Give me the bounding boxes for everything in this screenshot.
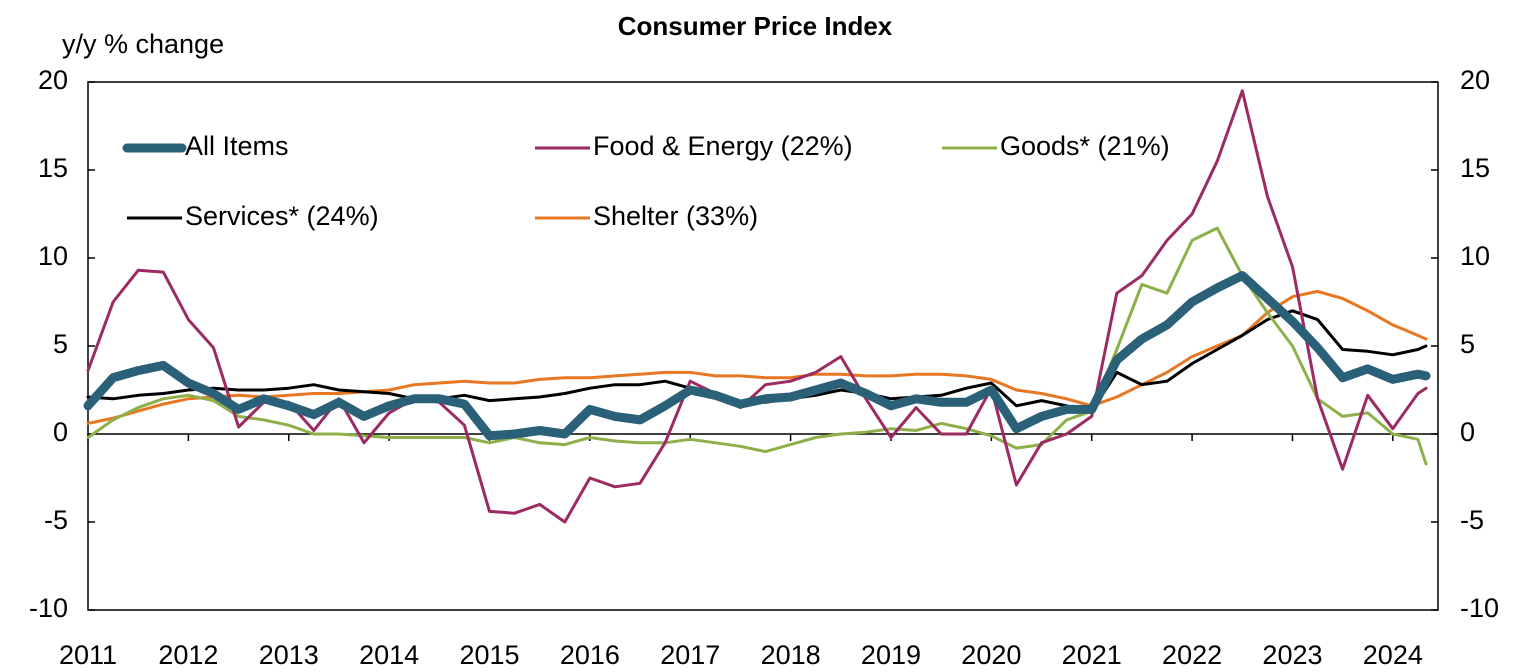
y-tick-label: 0: [53, 417, 68, 447]
legend-label: Goods* (21%): [1000, 131, 1170, 161]
y-tick-label: 5: [53, 329, 68, 359]
series-line: [83, 271, 1431, 441]
y2-tick-label: 5: [1460, 329, 1475, 359]
legend-label: All Items: [185, 131, 289, 161]
y-tick-label: 20: [38, 65, 68, 95]
x-tick-label: 2015: [459, 640, 519, 670]
y2-tick-label: 0: [1460, 417, 1475, 447]
y2-tick-label: 15: [1460, 153, 1490, 183]
x-tick-label: 2013: [259, 640, 319, 670]
x-tick-label: 2023: [1262, 640, 1322, 670]
y-tick-label: -5: [44, 505, 68, 535]
y-tick-label: -10: [29, 593, 68, 623]
chart-title: Consumer Price Index: [618, 11, 893, 41]
x-tick-label: 2012: [158, 640, 218, 670]
x-tick-label: 2014: [359, 640, 419, 670]
y-axis-label: y/y % change: [62, 29, 224, 59]
y2-tick-label: 10: [1460, 241, 1490, 271]
x-tick-label: 2016: [560, 640, 620, 670]
x-tick-label: 2021: [1062, 640, 1122, 670]
y2-tick-label: -5: [1460, 505, 1484, 535]
x-tick-label: 2022: [1162, 640, 1222, 670]
y-tick-label: 10: [38, 241, 68, 271]
series-line: [86, 226, 1428, 466]
series-line: [86, 89, 1428, 524]
y2-tick-label: -10: [1460, 593, 1499, 623]
series-line: [86, 289, 1428, 425]
x-tick-label: 2019: [861, 640, 921, 670]
x-tick-label: 2017: [660, 640, 720, 670]
y-tick-label: 15: [38, 153, 68, 183]
x-tick-label: 2020: [961, 640, 1021, 670]
legend-label: Services* (24%): [185, 201, 379, 231]
x-tick-label: 2018: [761, 640, 821, 670]
y2-tick-label: 20: [1460, 65, 1490, 95]
x-tick-label: 2024: [1363, 640, 1423, 670]
legend-label: Shelter (33%): [593, 201, 758, 231]
plot-frame: [87, 81, 1439, 611]
legend-label: Food & Energy (22%): [593, 131, 853, 161]
x-tick-label: 2011: [59, 640, 117, 670]
